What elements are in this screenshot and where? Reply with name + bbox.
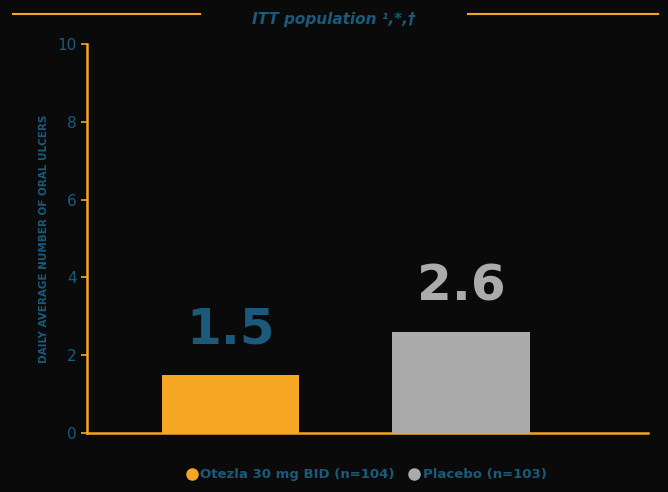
Text: 2.6: 2.6 bbox=[417, 263, 505, 310]
Bar bbox=[392, 332, 530, 433]
Legend: Otezla 30 mg BID (n=104), Placebo (n=103): Otezla 30 mg BID (n=104), Placebo (n=103… bbox=[183, 463, 552, 487]
Bar bbox=[162, 375, 299, 433]
Text: ITT population ¹,*,†: ITT population ¹,*,† bbox=[253, 12, 415, 27]
Y-axis label: DAILY AVERAGE NUMBER OF ORAL ULCERS: DAILY AVERAGE NUMBER OF ORAL ULCERS bbox=[39, 115, 49, 363]
Text: 1.5: 1.5 bbox=[186, 305, 275, 353]
